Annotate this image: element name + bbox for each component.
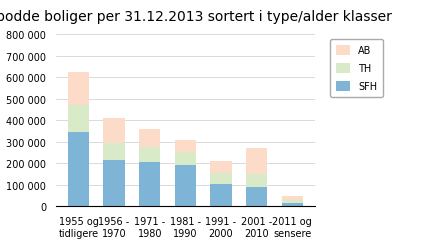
Bar: [68, 133, 89, 207]
Bar: [281, 196, 302, 200]
Bar: [103, 143, 125, 161]
Bar: [174, 140, 196, 152]
Bar: [210, 162, 231, 173]
Bar: [68, 106, 89, 133]
Bar: [139, 130, 160, 148]
Bar: [174, 152, 196, 165]
Bar: [210, 173, 231, 184]
Bar: [139, 163, 160, 207]
Bar: [174, 165, 196, 207]
Bar: [210, 184, 231, 207]
Bar: [281, 203, 302, 207]
Bar: [245, 174, 267, 187]
Bar: [103, 119, 125, 143]
Y-axis label: Antall bebodde boliger: Antall bebodde boliger: [0, 62, 1, 180]
Bar: [139, 148, 160, 163]
Legend: AB, TH, SFH: AB, TH, SFH: [329, 40, 382, 98]
Bar: [103, 161, 125, 207]
Text: Bebodde boliger per 31.12.2013 sortert i type/alder klasser: Bebodde boliger per 31.12.2013 sortert i…: [0, 10, 391, 24]
Bar: [245, 149, 267, 174]
Bar: [68, 73, 89, 106]
Bar: [245, 187, 267, 207]
Bar: [281, 200, 302, 203]
